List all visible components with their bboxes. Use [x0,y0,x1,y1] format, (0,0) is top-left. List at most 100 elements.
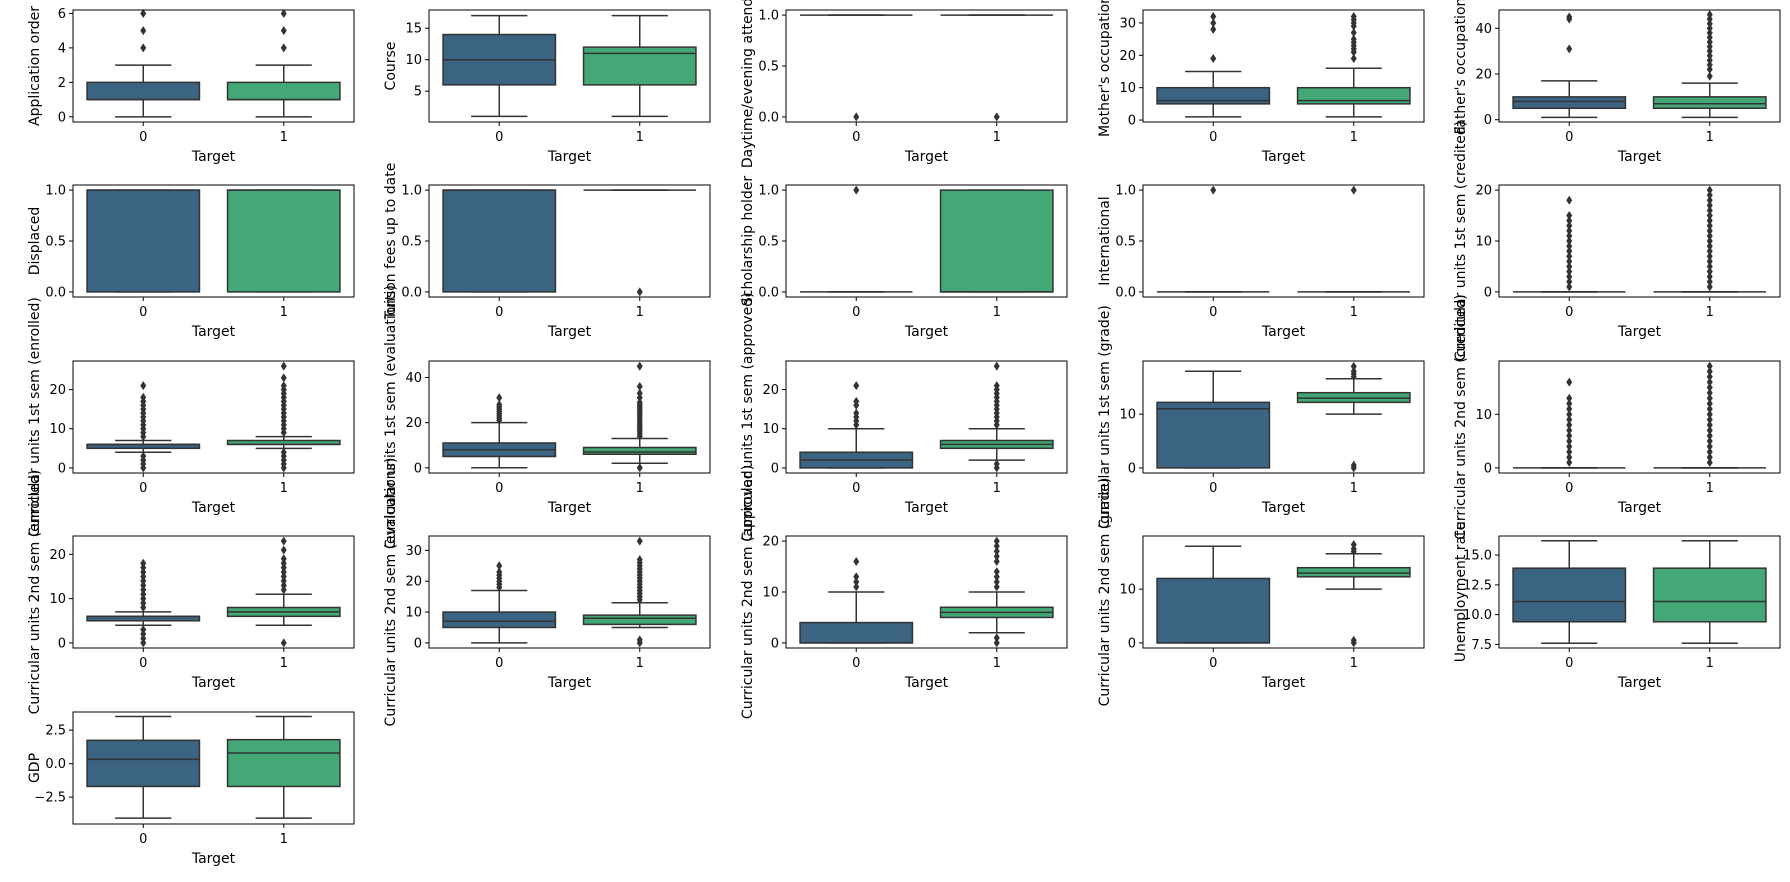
xtick-label-16-1: 1 [636,656,644,671]
outlier-17-1-4 [993,572,1000,582]
ytick-label-8-1: 0.5 [1115,235,1136,250]
xtick-label-0-1: 1 [280,130,288,145]
xtick-label-19-1: 1 [1706,656,1714,671]
outlier-9-1-7 [1706,246,1713,256]
outlier-11-1-18 [636,388,643,398]
axes-frame-4 [1498,9,1781,123]
axes-frame-2 [785,9,1068,123]
outlier-11-0-8 [496,393,503,403]
axes-frame-14 [1498,360,1781,474]
outlier-17-1-3 [993,577,1000,587]
outlier-13-1-5 [1350,361,1357,371]
xtick-label-4-1: 1 [1706,130,1714,145]
ytick-label-13-1: 10 [1119,408,1136,423]
ytick-label-13-0: 0 [1128,461,1136,476]
xtick-label-2-0: 0 [852,130,860,145]
ytick-label-7-0: 0.0 [758,285,779,300]
x-axis-label-17: Target [904,675,949,691]
subplot-3: 0 10 20 30 0 1 Target Mother's occupation [1097,0,1425,165]
outlier-4-1-7 [1706,37,1713,47]
outlier-14-0-4 [1566,436,1573,446]
outlier-17-1-9 [993,541,1000,551]
ytick-label-17-0: 0 [771,636,779,651]
xtick-label-18-0: 0 [1209,656,1217,671]
ytick-label-8-0: 0.0 [1115,285,1136,300]
y-axis-label-8: International [1097,196,1113,285]
ytick-label-20-0: −2.5 [34,791,66,806]
outlier-14-0-0 [1566,458,1573,468]
y-axis-label-6: Tuition fees up to date [383,163,399,321]
ytick-label-3-0: 0 [1128,114,1136,129]
outlier-17-1-8 [993,546,1000,556]
ytick-label-0-0: 0 [58,110,66,125]
outlier-9-1-13 [1706,216,1713,226]
xtick-label-13-1: 1 [1350,481,1358,496]
ytick-label-18-0: 0 [1128,636,1136,651]
outlier-13-1-4 [1350,366,1357,376]
subplot-2: 0.0 0.5 1.0 0 1 Target Daytime/evening attenda… [740,0,1068,168]
ytick-label-3-3: 30 [1119,16,1136,31]
box-5-0 [86,189,201,293]
xtick-label-11-0: 0 [495,481,503,496]
ytick-label-11-2: 40 [405,371,422,386]
outlier-3-0-2 [1210,18,1217,28]
outlier-9-0-13 [1566,216,1573,226]
outlier-10-1-4 [280,447,287,457]
ytick-label-17-1: 10 [762,586,779,601]
x-axis-label-19: Target [1617,675,1662,691]
outlier-4-1-6 [1706,42,1713,52]
outlier-15-0-14 [140,558,147,568]
outlier-9-0-10 [1566,231,1573,241]
outlier-8-0-0 [1210,185,1217,195]
outlier-14-0-5 [1566,431,1573,441]
outlier-3-1-10 [1350,11,1357,21]
outlier-12-1-13 [993,361,1000,371]
outlier-4-1-12 [1706,14,1713,24]
y-axis-label-12: Curricular units 1st sem (approved) [740,292,756,541]
ytick-label-19-0: 7.5 [1471,638,1492,653]
ytick-label-10-2: 20 [49,383,66,398]
outlier-9-0-15 [1566,195,1573,205]
outlier-9-0-8 [1566,241,1573,251]
box-3-0 [1156,86,1271,105]
outlier-9-1-10 [1706,231,1713,241]
box-18-1 [1296,566,1411,578]
box-17-0 [799,621,914,644]
outlier-17-1-10 [993,536,1000,546]
outlier-14-1-14 [1706,383,1713,393]
xtick-label-10-1: 1 [280,481,288,496]
xtick-label-9-1: 1 [1706,305,1714,320]
ytick-label-0-3: 6 [58,7,66,22]
outlier-9-1-15 [1706,205,1713,215]
ytick-label-1-1: 10 [405,53,422,68]
outlier-4-1-8 [1706,32,1713,42]
xtick-label-11-1: 1 [636,481,644,496]
y-axis-label-0: Application order [27,6,43,126]
outlier-16-1-15 [636,555,643,565]
x-axis-label-12: Target [904,500,949,516]
outlier-9-0-5 [1566,256,1573,266]
ytick-label-5-0: 0.0 [45,285,66,300]
outlier-17-1-2 [993,582,1000,592]
outlier-12-0-5 [853,396,860,406]
outlier-14-0-10 [1566,404,1573,414]
x-axis-label-13: Target [1261,500,1306,516]
outlier-4-1-9 [1706,28,1713,38]
x-axis-label-15: Target [191,675,236,691]
xtick-label-17-1: 1 [993,656,1001,671]
ytick-label-8-2: 1.0 [1115,184,1136,199]
xtick-label-7-1: 1 [993,305,1001,320]
outlier-11-1-20 [636,361,643,371]
x-axis-label-14: Target [1617,500,1662,516]
box-4-0 [1512,96,1627,110]
outlier-14-1-2 [1706,447,1713,457]
ytick-label-7-1: 0.5 [758,235,779,250]
xtick-label-15-0: 0 [139,656,147,671]
ytick-label-9-2: 20 [1475,184,1492,199]
outlier-17-1-5 [993,567,1000,577]
outlier-9-1-9 [1706,236,1713,246]
y-axis-label-1: Course [383,42,399,91]
xtick-label-5-0: 0 [139,305,147,320]
xtick-label-6-0: 0 [495,305,503,320]
